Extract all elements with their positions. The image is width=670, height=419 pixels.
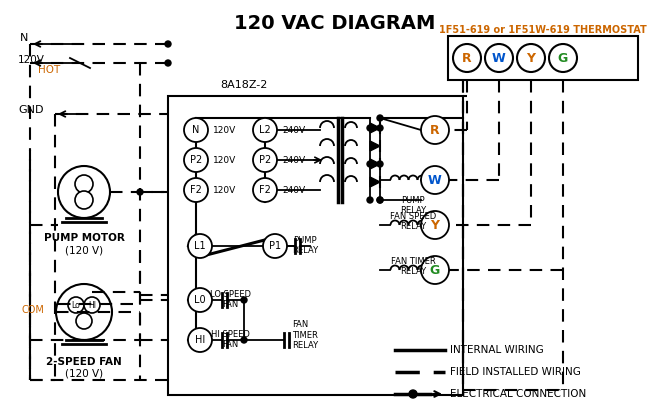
Circle shape (241, 337, 247, 343)
Text: HI SPEED
FAN: HI SPEED FAN (210, 330, 249, 349)
Text: 1F51-619 or 1F51W-619 THERMOSTAT: 1F51-619 or 1F51W-619 THERMOSTAT (439, 25, 647, 35)
Text: ELECTRICAL CONNECTION: ELECTRICAL CONNECTION (450, 389, 586, 399)
Text: 8A18Z-2: 8A18Z-2 (220, 80, 267, 90)
Text: FAN SPEED
RELAY: FAN SPEED RELAY (390, 212, 436, 231)
Text: PUMP
RELAY: PUMP RELAY (292, 236, 318, 256)
Circle shape (75, 175, 93, 193)
Text: 120 VAC DIAGRAM: 120 VAC DIAGRAM (234, 14, 436, 33)
Circle shape (253, 178, 277, 202)
Circle shape (75, 191, 93, 209)
Circle shape (377, 197, 383, 203)
Circle shape (165, 41, 171, 47)
Text: 2-SPEED FAN: 2-SPEED FAN (46, 357, 122, 367)
Text: PUMP MOTOR: PUMP MOTOR (44, 233, 125, 243)
Circle shape (377, 161, 383, 167)
Circle shape (241, 297, 247, 303)
Text: COM: COM (21, 305, 44, 315)
Circle shape (253, 148, 277, 172)
Text: 120V: 120V (213, 186, 237, 194)
Text: W: W (428, 173, 442, 186)
Circle shape (68, 297, 84, 313)
Text: L0: L0 (194, 295, 206, 305)
Text: 240V: 240V (282, 186, 305, 194)
Circle shape (165, 60, 171, 66)
Text: LO SPEED
FAN: LO SPEED FAN (210, 290, 251, 309)
Text: 120V: 120V (213, 155, 237, 165)
Text: GND: GND (18, 105, 44, 115)
Text: 120V: 120V (213, 126, 237, 134)
Circle shape (409, 390, 417, 398)
Circle shape (377, 115, 383, 121)
Text: INTERNAL WIRING: INTERNAL WIRING (450, 345, 544, 355)
Text: R: R (462, 52, 472, 65)
Circle shape (421, 256, 449, 284)
Text: 240V: 240V (282, 126, 305, 134)
Polygon shape (370, 177, 380, 187)
Text: Lo: Lo (72, 300, 80, 310)
Polygon shape (370, 123, 380, 133)
Text: 240V: 240V (282, 155, 305, 165)
Circle shape (188, 328, 212, 352)
Polygon shape (370, 141, 380, 151)
Text: HI: HI (195, 335, 205, 345)
Text: Y: Y (431, 218, 440, 232)
Text: R: R (430, 124, 440, 137)
Circle shape (421, 211, 449, 239)
Circle shape (184, 148, 208, 172)
Text: N: N (20, 33, 28, 43)
Circle shape (367, 125, 373, 131)
Bar (168, 96, 463, 395)
Text: L2: L2 (259, 125, 271, 135)
Text: F2: F2 (259, 185, 271, 195)
Text: HI: HI (88, 300, 96, 310)
Text: N: N (192, 125, 200, 135)
Text: FIELD INSTALLED WIRING: FIELD INSTALLED WIRING (450, 367, 581, 377)
Text: L1: L1 (194, 241, 206, 251)
Text: P1: P1 (269, 241, 281, 251)
Text: Y: Y (527, 52, 535, 65)
Text: PUMP
RELAY: PUMP RELAY (400, 196, 426, 215)
Circle shape (76, 313, 92, 329)
Circle shape (377, 197, 383, 203)
Circle shape (58, 166, 110, 218)
Circle shape (188, 234, 212, 258)
Bar (448, 36, 638, 80)
Circle shape (137, 189, 143, 195)
Text: FAN TIMER
RELAY: FAN TIMER RELAY (391, 257, 436, 277)
Text: P2: P2 (259, 155, 271, 165)
Text: W: W (492, 52, 506, 65)
Circle shape (56, 284, 112, 340)
Polygon shape (370, 159, 380, 169)
Circle shape (453, 44, 481, 72)
Text: G: G (430, 264, 440, 277)
Circle shape (84, 297, 100, 313)
Circle shape (253, 118, 277, 142)
Text: G: G (558, 52, 568, 65)
Text: (120 V): (120 V) (65, 245, 103, 255)
Circle shape (549, 44, 577, 72)
Text: FAN
TIMER
RELAY: FAN TIMER RELAY (292, 320, 318, 350)
Text: F2: F2 (190, 185, 202, 195)
Text: 120V: 120V (18, 55, 45, 65)
Circle shape (367, 161, 373, 167)
Circle shape (485, 44, 513, 72)
Circle shape (517, 44, 545, 72)
Text: HOT: HOT (38, 65, 60, 75)
Text: (120 V): (120 V) (65, 369, 103, 379)
Circle shape (421, 166, 449, 194)
Circle shape (184, 118, 208, 142)
Circle shape (421, 116, 449, 144)
Circle shape (184, 178, 208, 202)
Circle shape (188, 288, 212, 312)
Circle shape (263, 234, 287, 258)
Circle shape (377, 125, 383, 131)
Text: P2: P2 (190, 155, 202, 165)
Circle shape (367, 197, 373, 203)
